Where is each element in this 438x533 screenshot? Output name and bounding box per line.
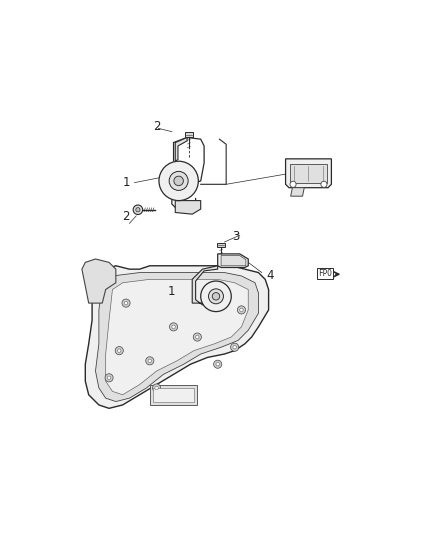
Circle shape: [233, 345, 237, 349]
Circle shape: [212, 293, 220, 300]
Polygon shape: [218, 254, 248, 268]
Circle shape: [201, 281, 231, 312]
Polygon shape: [85, 266, 268, 408]
Bar: [217, 243, 225, 247]
Polygon shape: [175, 200, 201, 214]
Polygon shape: [286, 159, 332, 188]
Text: 1: 1: [122, 176, 130, 189]
Circle shape: [146, 357, 154, 365]
Circle shape: [148, 359, 152, 362]
Circle shape: [152, 384, 161, 392]
Circle shape: [172, 325, 175, 328]
Polygon shape: [291, 188, 304, 196]
Bar: [153, 388, 194, 401]
Polygon shape: [95, 272, 258, 401]
Circle shape: [214, 360, 222, 368]
Circle shape: [105, 374, 113, 382]
Text: 4: 4: [267, 270, 274, 282]
Circle shape: [155, 386, 158, 390]
Circle shape: [216, 362, 219, 366]
Text: 2: 2: [153, 120, 160, 133]
Polygon shape: [221, 256, 246, 266]
Polygon shape: [82, 259, 116, 303]
Bar: [185, 132, 193, 137]
Text: 1: 1: [168, 285, 176, 298]
Circle shape: [117, 349, 121, 352]
Circle shape: [174, 176, 184, 185]
Circle shape: [159, 161, 198, 200]
Circle shape: [193, 333, 201, 341]
Circle shape: [115, 346, 124, 354]
Bar: [150, 385, 197, 405]
Circle shape: [290, 181, 296, 188]
Circle shape: [170, 323, 178, 331]
Polygon shape: [192, 266, 218, 305]
Polygon shape: [175, 138, 187, 161]
Text: 2: 2: [122, 210, 130, 223]
Polygon shape: [290, 164, 327, 183]
Circle shape: [196, 335, 199, 339]
Text: FPO: FPO: [318, 269, 332, 278]
Text: 3: 3: [233, 230, 240, 243]
Circle shape: [107, 376, 111, 379]
Circle shape: [169, 172, 188, 190]
Circle shape: [124, 302, 128, 305]
Circle shape: [133, 205, 143, 214]
Circle shape: [237, 306, 246, 314]
Circle shape: [122, 299, 130, 307]
Circle shape: [208, 289, 223, 304]
Circle shape: [136, 208, 140, 212]
Circle shape: [230, 343, 239, 351]
Polygon shape: [106, 279, 248, 395]
Circle shape: [321, 181, 327, 188]
Circle shape: [240, 308, 243, 312]
